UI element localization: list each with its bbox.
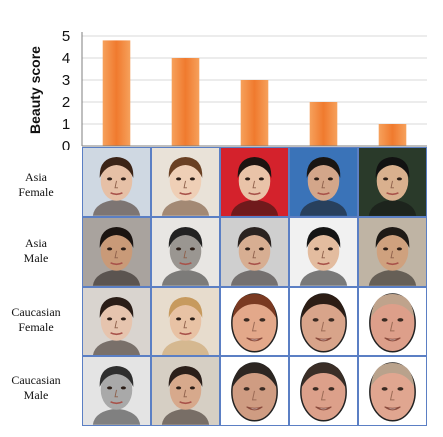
face-image — [151, 147, 220, 217]
face-icon — [92, 226, 141, 286]
face-image — [82, 356, 151, 426]
face-icon — [161, 366, 210, 425]
bar-3 — [240, 80, 269, 146]
bar-2 — [171, 58, 200, 146]
y-tick-label: 3 — [62, 72, 70, 89]
bars — [102, 40, 407, 146]
face-icon — [92, 296, 141, 356]
row-label-line: Female — [18, 185, 54, 199]
face-image — [220, 216, 289, 287]
face-icon — [230, 226, 279, 286]
face-icon — [300, 362, 347, 422]
face-icon — [161, 226, 210, 286]
row-label-line: Male — [23, 251, 49, 265]
face-image — [82, 216, 151, 287]
bar-1 — [102, 40, 131, 146]
face-image — [358, 286, 427, 357]
face-image — [289, 356, 358, 426]
face-image — [289, 216, 358, 287]
bar-4 — [309, 102, 338, 146]
face-icon — [299, 156, 348, 216]
bar-5 — [378, 124, 407, 146]
face-image — [82, 147, 151, 217]
face-icon — [161, 296, 210, 356]
face-icon — [300, 292, 347, 353]
row-label-line: Asia — [25, 236, 47, 250]
face-image — [82, 286, 151, 357]
face-image — [289, 147, 358, 217]
row-label-line: Male — [23, 388, 49, 402]
face-icon — [92, 366, 141, 425]
face-image — [151, 286, 220, 357]
face-image — [358, 356, 427, 426]
y-tick-labels: 0 1 2 3 4 5 — [62, 28, 70, 150]
row-label-line: Caucasian — [11, 305, 61, 319]
beauty-score-bar-chart: 0 1 2 3 4 5 Beauty score — [27, 28, 427, 150]
y-tick-label: 5 — [62, 28, 70, 45]
face-image — [151, 356, 220, 426]
row-label-asia-male: Asia Male — [4, 236, 68, 266]
face-image — [358, 216, 427, 287]
face-image — [220, 147, 289, 217]
face-image — [220, 356, 289, 426]
y-axis-label: Beauty score — [27, 46, 43, 134]
row-label-line: Female — [18, 320, 54, 334]
face-icon — [161, 156, 210, 216]
face-icon — [368, 156, 417, 216]
face-icon — [368, 226, 417, 286]
face-image — [151, 216, 220, 287]
row-label-line: Caucasian — [11, 373, 61, 387]
row-label-caucasian-male: Caucasian Male — [4, 373, 68, 403]
face-icon — [231, 362, 278, 422]
row-label-asia-female: Asia Female — [4, 170, 68, 200]
y-tick-label: 4 — [62, 50, 70, 67]
row-label-line: Asia — [25, 170, 47, 184]
face-image — [289, 286, 358, 357]
face-image — [220, 286, 289, 357]
face-image-grid — [82, 147, 427, 426]
row-label-caucasian-female: Caucasian Female — [4, 305, 68, 335]
y-tick-label: 1 — [62, 116, 70, 133]
y-tick-label: 0 — [62, 138, 70, 150]
face-icon — [299, 226, 348, 286]
face-icon — [230, 156, 279, 216]
face-icon — [231, 292, 278, 353]
y-tick-label: 2 — [62, 94, 70, 111]
face-icon — [92, 156, 141, 216]
face-image — [358, 147, 427, 217]
face-icon — [369, 362, 416, 422]
face-icon — [369, 292, 416, 353]
